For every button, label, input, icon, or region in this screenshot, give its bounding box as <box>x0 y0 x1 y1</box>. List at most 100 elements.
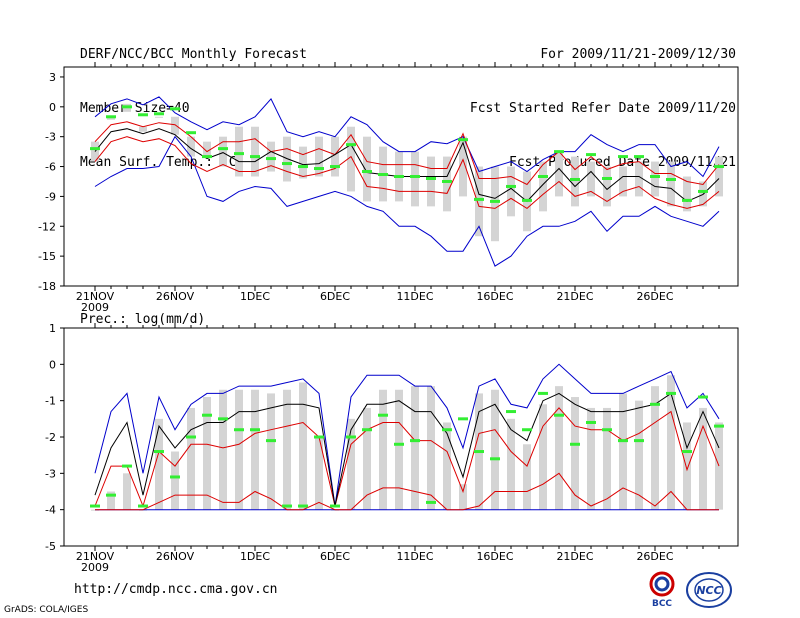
precipitation-xtick-label: 1DEC <box>240 550 270 563</box>
precipitation-box <box>315 437 323 510</box>
temperature-obs-mark <box>458 138 468 142</box>
precipitation-box <box>683 422 691 510</box>
precipitation-box <box>347 418 355 510</box>
temperature-ytick-label: -15 <box>38 250 56 263</box>
temperature-box <box>539 161 547 212</box>
temperature-obs-mark <box>378 173 388 177</box>
precipitation-box <box>459 484 467 510</box>
temperature-box <box>299 146 307 179</box>
precipitation-max-line <box>94 363 720 507</box>
precipitation-box <box>555 386 563 510</box>
temperature-box <box>171 116 179 135</box>
member-size: Member Size=40 <box>80 101 190 116</box>
temperature-obs-mark <box>346 143 356 147</box>
precipitation-obs-mark <box>490 457 500 461</box>
temperature-obs-mark <box>554 150 564 154</box>
precipitation-obs-mark <box>538 391 548 395</box>
temperature-max-line <box>94 135 720 267</box>
temperature-box <box>347 126 355 192</box>
temperature-mean-line <box>94 128 720 203</box>
temperature-box <box>363 136 371 202</box>
precipitation-obs-mark <box>218 417 228 421</box>
precipitation-box <box>635 400 643 510</box>
precipitation-ytick-label: -3 <box>45 467 56 480</box>
precipitation-obs-mark <box>618 439 628 443</box>
precipitation-obs-mark <box>650 402 660 406</box>
precipitation-box <box>235 389 243 510</box>
temperature-xtick-label: 1DEC <box>240 290 270 303</box>
temperature-box <box>331 136 339 177</box>
precipitation-xtick-label: 11DEC <box>396 550 433 563</box>
temperature-box <box>187 136 195 157</box>
temperature-min-line <box>94 96 720 178</box>
precipitation-xtick-label: 2009 <box>81 561 109 574</box>
precipitation-obs-mark <box>554 413 564 417</box>
temperature-obs-mark <box>666 177 676 181</box>
precipitation-box <box>187 407 195 510</box>
temperature-obs-mark <box>586 153 596 157</box>
precipitation-obs-mark <box>298 504 308 508</box>
temperature-ytick-label: -6 <box>45 161 56 174</box>
precipitation-ytick-label: -2 <box>45 431 56 444</box>
temperature-obs-mark <box>650 175 660 178</box>
precipitation-box <box>363 407 371 510</box>
precipitation-box <box>203 397 211 510</box>
precipitation-box <box>395 389 403 510</box>
temperature-obs-mark <box>394 175 404 178</box>
temperature-box <box>427 156 435 207</box>
precipitation-obs-mark <box>186 435 196 439</box>
temperature-xtick-label: 2009 <box>81 301 109 314</box>
precipitation-mean-line <box>94 392 720 507</box>
temperature-box <box>491 166 499 242</box>
precipitation-obs-mark <box>90 504 100 508</box>
temperature-box <box>203 141 211 157</box>
temperature-obs-mark <box>538 175 548 178</box>
precipitation-box <box>267 393 275 510</box>
temperature-box <box>587 161 595 197</box>
temperature-xtick-label: 21NOV <box>76 290 115 303</box>
temperature-ytick-label: -9 <box>45 190 56 203</box>
precipitation-box <box>283 389 291 510</box>
temperature-box <box>459 136 467 197</box>
precipitation-obs-mark <box>282 504 292 508</box>
temperature-obs-mark <box>570 177 580 181</box>
precipitation-xtick-label: 26NOV <box>156 550 195 563</box>
temperature-obs-mark <box>522 198 532 202</box>
temperature-box <box>91 141 99 162</box>
temperature-obs-mark <box>186 131 196 135</box>
svg-text:NCC: NCC <box>696 584 721 597</box>
temperature-box <box>715 156 723 197</box>
temperature-obs-mark <box>266 157 276 161</box>
temperature-box <box>155 116 163 118</box>
precipitation-ytick-label: 1 <box>49 322 56 335</box>
source-url[interactable]: http://cmdp.ncc.cma.gov.cn <box>74 582 278 597</box>
precipitation-obs-mark <box>506 410 516 414</box>
precipitation-box <box>299 382 307 510</box>
temperature-ytick-label: -12 <box>38 220 56 233</box>
precipitation-obs-mark <box>570 442 580 446</box>
temperature-box <box>571 156 579 207</box>
temperature-obs-mark <box>250 155 260 159</box>
temperature-box <box>619 166 627 197</box>
precipitation-obs-mark <box>122 464 132 468</box>
temperature-obs-mark <box>282 162 292 166</box>
temperature-ytick-label: -3 <box>45 131 56 144</box>
chart-title: DERF/NCC/BCC Monthly Forecast <box>80 47 307 62</box>
temperature-obs-mark <box>682 198 692 202</box>
precipitation-obs-mark <box>154 450 164 454</box>
temperature-box <box>139 126 147 132</box>
precipitation-spread-low-line <box>95 472 719 511</box>
precipitation-obs-mark <box>410 439 420 443</box>
precipitation-box <box>427 386 435 510</box>
svg-text:BCC: BCC <box>652 599 672 608</box>
precipitation-box <box>251 389 259 510</box>
precipitation-obs-mark <box>634 439 644 443</box>
temperature-obs-mark <box>714 165 724 169</box>
precipitation-xtick-label: 21NOV <box>76 550 115 563</box>
temperature-box <box>219 136 227 167</box>
precipitation-box <box>155 418 163 510</box>
precipitation-ytick-label: -1 <box>45 395 56 408</box>
ncc-logo: NCC <box>686 572 732 608</box>
precipitation-obs-mark <box>602 428 612 432</box>
temperature-ytick-label: -18 <box>38 280 56 293</box>
